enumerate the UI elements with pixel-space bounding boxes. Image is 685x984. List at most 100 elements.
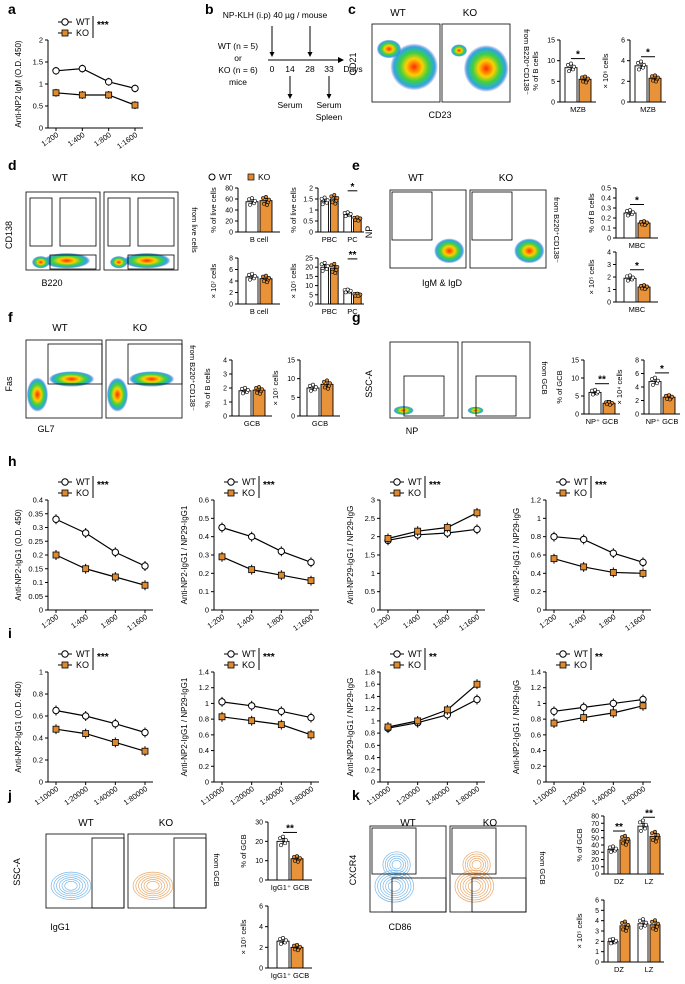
bar-chart-e1: 0 0.1 0.2 0.3 0.4 0.5 % of B cells MBC * (587, 186, 658, 250)
contour (457, 872, 492, 901)
point-wt (307, 713, 315, 722)
legend-wt: WT (408, 477, 422, 487)
dot (653, 375, 657, 380)
flow-plot-j-wt (45, 833, 125, 909)
day-label: 28 (305, 64, 315, 74)
legend-ko: KO (408, 488, 421, 498)
contour (140, 877, 166, 895)
y-tick-label: 0 (621, 100, 625, 107)
dot (654, 839, 658, 844)
y-tick-label: 1.4 (531, 668, 541, 677)
contour (382, 851, 411, 878)
y-tick-label: 0 (635, 412, 639, 419)
y-tick-label: 6 (595, 898, 599, 905)
y-tick-label: 0.2 (365, 765, 375, 774)
y-tick-label: 1.8 (365, 668, 375, 677)
x-category-label: LZ (645, 965, 654, 974)
x-category-label: IgG1⁺ GCB (271, 883, 310, 892)
y-tick-label: 1 (223, 400, 227, 407)
point-wt (550, 532, 558, 541)
legend-wt-marker (227, 478, 235, 486)
source-label: from B220⁺CD138⁻ (552, 197, 561, 263)
point-wt (141, 728, 149, 737)
panel-label-d: d (8, 157, 17, 173)
legend-ko: KO (408, 660, 421, 670)
contour (377, 872, 412, 901)
point-ko (52, 725, 60, 733)
y-axis-label: NP (364, 226, 374, 239)
line-chart-i3: 0 0.2 0.4 0.6 0.8 1 1.2 1.4 1.6 1.8 1:10000 1:20000… (346, 648, 485, 807)
y-tick-label: 3 (595, 929, 599, 936)
dot (345, 210, 350, 215)
y-tick-label: 0.2 (33, 551, 43, 560)
dot (609, 849, 613, 854)
y-tick-label: 30 (591, 850, 599, 857)
dot (614, 938, 618, 943)
wt-title: WT (52, 173, 68, 184)
y-tick-label: 0 (39, 124, 43, 133)
dot (645, 284, 649, 289)
y-tick-label: 0 (229, 302, 233, 309)
dot (593, 387, 597, 392)
dot (653, 829, 657, 834)
y-tick-label: 4 (259, 924, 263, 931)
y-axis-label: CD21 (348, 52, 358, 75)
source-label: from B220⁺CD138⁻ (522, 29, 531, 95)
y-tick-label: 0.2 (199, 569, 209, 578)
y-tick-label: 0 (371, 778, 375, 787)
legend-ko: KO (242, 488, 255, 498)
x-axis-label: NP (406, 426, 419, 436)
gate (47, 343, 103, 385)
y-tick-label: 0 (595, 960, 599, 967)
dot (253, 274, 257, 279)
point-ko (78, 91, 86, 99)
y-tick-label: 5 (291, 395, 295, 402)
y-tick-label: 0 (259, 878, 263, 885)
y-tick-label: 0.4 (601, 196, 611, 203)
x-tick-label: 1:20000 (394, 784, 421, 807)
y-tick-label: 0 (309, 230, 313, 237)
y-tick-label: 0.2 (199, 762, 209, 771)
bar-wt (245, 276, 259, 305)
y-axis-label: Anti-NP2-IgG1 / NP29-IgG (512, 680, 521, 774)
y-axis-label: Fas (4, 376, 14, 392)
y-tick-label: 0 (309, 302, 313, 309)
dot (296, 948, 300, 953)
y-tick-label: 1 (205, 699, 209, 708)
y-tick-label: 30 (255, 820, 263, 827)
flow-frame (461, 341, 531, 419)
significance: ** (429, 652, 437, 663)
y-tick-label: 40 (225, 208, 233, 215)
y-tick-label: 6 (635, 371, 639, 378)
bar-wt (637, 923, 649, 963)
legend-ko: KO (76, 660, 89, 670)
y-axis-label: Anti-NP29-IgG1 / NP29-IgG (346, 678, 355, 777)
point-ko (580, 714, 588, 721)
legend-ko-marker (559, 489, 567, 497)
dot (641, 917, 645, 922)
flow-plot-k-ko (449, 825, 527, 913)
density-blob (31, 255, 50, 269)
dot (643, 223, 647, 228)
y-tick-label: 2 (229, 290, 233, 297)
y-tick-label: 80 (591, 814, 599, 821)
gate (107, 197, 131, 247)
point-wt (111, 548, 120, 556)
series-line-wt (553, 698, 644, 712)
dot (332, 193, 337, 197)
dot (664, 393, 668, 398)
legend-ko: KO (258, 172, 271, 182)
legend-ko-box (247, 173, 255, 181)
dot (638, 918, 642, 923)
series-line-ko (55, 554, 146, 586)
y-tick-label: 10 (547, 58, 555, 65)
source-label: from GCB (538, 851, 547, 884)
y-tick-label: 0.05 (28, 592, 43, 601)
y-tick-label: 10 (305, 283, 313, 290)
significance: *** (263, 480, 275, 491)
point-ko (141, 581, 149, 589)
bar-chart-f1: 0 1 2 3 4 % of B cells GCB (203, 358, 272, 428)
x-tick-label: 1:200 (40, 130, 61, 148)
dot (253, 198, 257, 203)
x-category-label: GCB (312, 419, 328, 428)
